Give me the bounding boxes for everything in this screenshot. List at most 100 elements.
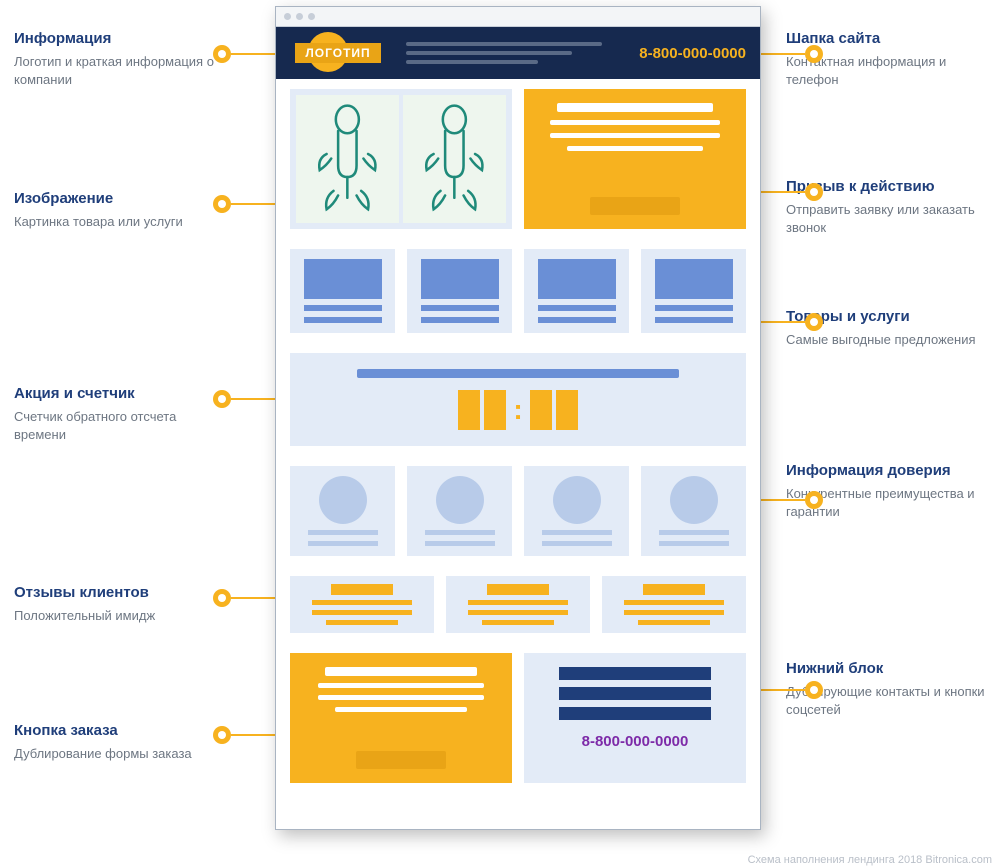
annot-reviews: Отзывы клиентов Положительный имидж — [14, 584, 214, 625]
ph-line — [357, 369, 679, 378]
connector-line — [761, 689, 805, 691]
connector-dot-icon — [805, 491, 823, 509]
landing-mock-frame: ЛОГОТИП 8-800-000-0000 — [275, 6, 761, 830]
ph-line — [468, 600, 568, 605]
footer-phone: 8-800-000-0000 — [582, 733, 689, 750]
ph-line — [406, 60, 538, 64]
counter-digit — [484, 390, 506, 430]
traffic-dot-icon — [308, 13, 315, 20]
ph-line — [308, 541, 378, 546]
connector-dot-icon — [213, 589, 231, 607]
ph-line — [538, 317, 616, 323]
landing-diagram: Информация Логотип и краткая информация … — [0, 0, 1000, 868]
counter-digit — [458, 390, 480, 430]
circle-icon — [436, 476, 484, 524]
section-trust — [276, 456, 760, 566]
ph-line — [421, 305, 499, 311]
cta-button-placeholder — [590, 197, 680, 215]
section-bottom: 8-800-000-0000 — [276, 643, 760, 793]
section-promo: : — [276, 343, 760, 456]
counter-digit — [556, 390, 578, 430]
trust-card-placeholder — [290, 466, 395, 556]
connector-dot-icon — [805, 183, 823, 201]
connector-dot-icon — [213, 195, 231, 213]
annot-info: Информация Логотип и краткая информация … — [14, 30, 214, 88]
ph-line — [312, 600, 412, 605]
ph-line — [542, 530, 612, 535]
ph-line — [335, 707, 467, 712]
connector-line — [761, 321, 805, 323]
ph-line — [318, 683, 485, 688]
ph-image — [304, 259, 382, 299]
mock-header: ЛОГОТИП 8-800-000-0000 — [276, 27, 760, 79]
ph-line — [325, 667, 476, 676]
counter-separator: : — [510, 394, 525, 426]
trust-card-placeholder — [407, 466, 512, 556]
ph-line — [326, 620, 398, 625]
trust-card-placeholder — [524, 466, 629, 556]
annot-desc: Отправить заявку или заказать звонок — [786, 201, 986, 236]
browser-bar — [276, 7, 760, 27]
review-card-placeholder — [602, 576, 746, 633]
ph-line — [557, 103, 712, 112]
connector-line — [231, 203, 275, 205]
caption: Схема наполнения лендинга 2018 Bitronica… — [748, 854, 992, 866]
annot-title: Нижний блок — [786, 660, 986, 677]
connector-line — [761, 499, 805, 501]
product-card-placeholder — [407, 249, 512, 333]
annot-desc: Положительный имидж — [14, 607, 214, 625]
annot-title: Изображение — [14, 190, 214, 207]
ph-line — [559, 667, 710, 680]
ph-line — [550, 133, 721, 138]
header-phone: 8-800-000-0000 — [639, 45, 746, 62]
annot-title: Акция и счетчик — [14, 385, 214, 402]
section-products — [276, 239, 760, 343]
connector-line — [761, 191, 805, 193]
product-card-placeholder — [641, 249, 746, 333]
logo-badge: ЛОГОТИП — [290, 36, 386, 70]
annot-title: Информация доверия — [786, 462, 986, 479]
connector-dot-icon — [213, 390, 231, 408]
annot-desc: Картинка товара или услуги — [14, 213, 214, 231]
ph-line — [655, 317, 733, 323]
ph-line — [638, 620, 710, 625]
ph-line — [421, 317, 499, 323]
annot-desc: Логотип и краткая информация о компании — [14, 53, 214, 88]
connector-line — [231, 734, 275, 736]
ph-line — [659, 530, 729, 535]
ph-line — [304, 305, 382, 311]
footer-placeholder: 8-800-000-0000 — [524, 653, 746, 783]
ph-line — [538, 305, 616, 311]
ph-line — [406, 42, 602, 46]
review-card-placeholder — [446, 576, 590, 633]
ph-image — [421, 259, 499, 299]
ph-line — [425, 530, 495, 535]
review-card-placeholder — [290, 576, 434, 633]
ph-line — [567, 146, 703, 151]
annot-desc: Счетчик обратного отсчета времени — [14, 408, 214, 443]
header-tagline-lines — [400, 42, 625, 64]
order-form-placeholder — [290, 653, 512, 783]
order-button-placeholder — [356, 751, 446, 769]
connector-line — [761, 53, 805, 55]
circle-icon — [670, 476, 718, 524]
ph-line — [468, 610, 568, 615]
annot-title: Отзывы клиентов — [14, 584, 214, 601]
ph-line — [559, 707, 710, 720]
hero-image-placeholder — [290, 89, 512, 229]
annot-image: Изображение Картинка товара или услуги — [14, 190, 214, 231]
ph-line — [559, 687, 710, 700]
annot-orderbtn: Кнопка заказа Дублирование формы заказа — [14, 722, 214, 763]
annot-title: Информация — [14, 30, 214, 47]
cta-form-placeholder — [524, 89, 746, 229]
annot-desc: Дублирование формы заказа — [14, 745, 214, 763]
section-reviews — [276, 566, 760, 643]
annot-desc: Самые выгодные предложения — [786, 331, 986, 349]
ph-image — [655, 259, 733, 299]
ph-line — [304, 317, 382, 323]
ph-line — [318, 695, 485, 700]
ph-line — [312, 610, 412, 615]
ph-image — [538, 259, 616, 299]
connector-dot-icon — [805, 313, 823, 331]
product-card-placeholder — [290, 249, 395, 333]
